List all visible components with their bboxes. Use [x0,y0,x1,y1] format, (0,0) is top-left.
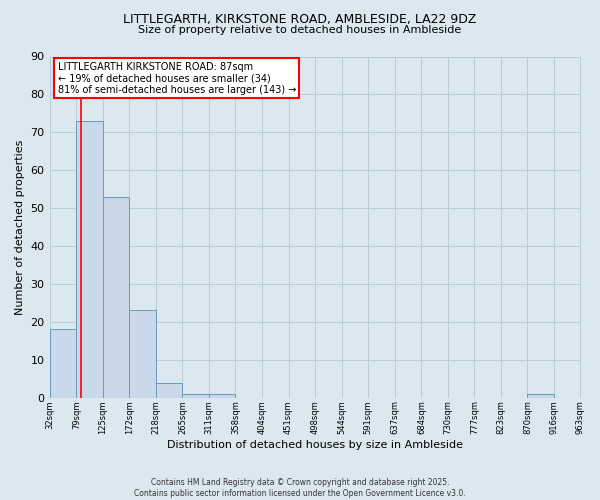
Text: LITTLEGARTH, KIRKSTONE ROAD, AMBLESIDE, LA22 9DZ: LITTLEGARTH, KIRKSTONE ROAD, AMBLESIDE, … [124,12,476,26]
Text: LITTLEGARTH KIRKSTONE ROAD: 87sqm
← 19% of detached houses are smaller (34)
81% : LITTLEGARTH KIRKSTONE ROAD: 87sqm ← 19% … [58,62,296,95]
Bar [155,382,182,398]
Bar [50,330,76,398]
Bar [76,121,103,398]
Bar [527,394,554,398]
Text: Contains HM Land Registry data © Crown copyright and database right 2025.
Contai: Contains HM Land Registry data © Crown c… [134,478,466,498]
Bar [182,394,209,398]
Text: Size of property relative to detached houses in Ambleside: Size of property relative to detached ho… [139,25,461,35]
Bar [103,197,130,398]
Bar [130,310,155,398]
Bar [209,394,235,398]
X-axis label: Distribution of detached houses by size in Ambleside: Distribution of detached houses by size … [167,440,463,450]
Y-axis label: Number of detached properties: Number of detached properties [15,140,25,315]
